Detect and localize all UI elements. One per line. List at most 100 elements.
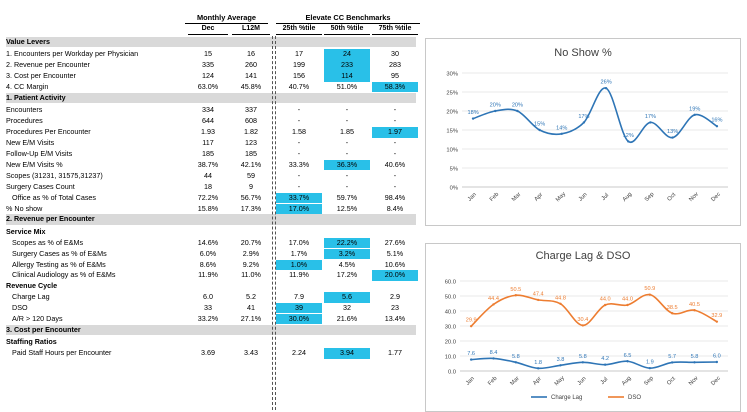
data-label: 30.4 — [577, 317, 588, 323]
cell-p75: 283 — [389, 60, 401, 70]
cell-p50: - — [345, 170, 349, 180]
table-row: Allergy Testing as % of E&Ms 8.6% 9.2% 1.0%… — [6, 259, 416, 270]
cell-p25: 33.7% — [276, 192, 322, 203]
row-label: Surgery Cases Count — [6, 181, 75, 191]
data-label: 16% — [711, 118, 722, 124]
cell-p50: - — [345, 116, 349, 126]
monthly-average-header: Monthly Average — [185, 13, 268, 24]
cell-p25: 11.9% — [289, 270, 309, 280]
row-label: Charge Lag — [12, 292, 50, 302]
data-point — [536, 367, 540, 370]
y-tick-label: 50.0 — [445, 295, 456, 301]
x-tick-label: Jan — [465, 376, 476, 387]
row-label: 4. CC Margin — [6, 82, 49, 92]
data-label: 3.8 — [557, 357, 565, 363]
y-tick-label: 20.0 — [445, 340, 456, 346]
cell-dec: 8.6% — [199, 259, 217, 269]
y-tick-label: 30.0 — [445, 325, 456, 331]
section-header-row: 3. Cost per Encounter — [6, 324, 416, 336]
data-label: 1.9 — [646, 360, 654, 366]
table-row: Charge Lag 6.0 5.2 7.9 5.6 2.9 — [6, 292, 416, 303]
table-row: 4. CC Margin 63.0% 45.8% 40.7% 51.0% 58.3% — [6, 82, 418, 93]
row-label: New E/M Visits — [6, 138, 55, 148]
cell-p75: 58.3% — [372, 82, 418, 93]
cell-l12m: 337 — [245, 105, 257, 115]
cell-p25: 40.7% — [288, 82, 310, 92]
cell-l12m: 141 — [245, 71, 257, 81]
data-label: 8.4 — [490, 350, 498, 356]
x-tick-label: Feb — [487, 376, 498, 387]
data-point — [516, 109, 519, 113]
x-tick-label: Oct — [667, 192, 678, 203]
table-row: New E/M Visits 117 123 - - - — [6, 138, 416, 148]
data-point — [670, 312, 674, 315]
cell-p50: 17.2% — [336, 270, 358, 280]
cell-p25: 33.3% — [288, 159, 310, 169]
cell-p25: 2.24 — [292, 348, 306, 358]
data-label: 20% — [512, 103, 523, 109]
cell-dec: 18 — [204, 181, 212, 191]
data-label: 15% — [534, 122, 545, 128]
cell-p25: 39 — [276, 303, 322, 314]
table-row: DSO 33 41 39 32 23 — [6, 303, 416, 314]
y-tick-label: 15% — [446, 129, 458, 135]
cell-p50: 24 — [324, 49, 370, 60]
x-tick-label: Jul — [601, 193, 610, 202]
cell-p75: 1.97 — [372, 127, 418, 138]
cell-p25: 17.0% — [276, 203, 322, 214]
data-label: 7.6 — [467, 351, 475, 357]
cell-l12m: 59 — [247, 170, 255, 180]
x-tick-label: Oct — [666, 376, 677, 387]
cell-p75: 2.9 — [390, 292, 400, 302]
cell-dec: 335 — [202, 60, 214, 70]
cell-l12m: 56.7% — [240, 192, 262, 202]
col-header-75th: 75th %tile — [372, 24, 418, 35]
cell-l12m: 11.0% — [241, 270, 261, 280]
data-point — [693, 309, 696, 312]
data-point — [715, 360, 719, 364]
cell-dec: 334 — [202, 105, 214, 115]
cell-dec: 14.6% — [197, 237, 219, 247]
row-label: Scopes (31231, 31575,31237) — [6, 170, 103, 180]
cell-p50: 32 — [343, 303, 351, 313]
data-label: 38.5 — [667, 305, 678, 311]
data-point — [492, 303, 495, 306]
data-label: 32.9 — [711, 313, 722, 319]
data-point — [492, 357, 495, 360]
cell-p75: 98.4% — [384, 192, 406, 202]
cell-p75: 95 — [391, 71, 399, 81]
x-tick-label: May — [554, 375, 566, 387]
data-label: 26% — [600, 80, 611, 86]
data-label: 18% — [467, 110, 478, 116]
section-header-row: Value Levers — [6, 37, 416, 48]
section-header-row: 1. Patient Activity — [6, 93, 416, 104]
data-point — [693, 361, 696, 364]
cell-dec: 6.0% — [199, 248, 217, 258]
x-tick-label: Aug — [622, 192, 634, 204]
cell-l12m: 9.2% — [242, 259, 260, 269]
cell-dec: 33.2% — [197, 314, 219, 323]
data-label: 44.8 — [555, 295, 566, 301]
table-row: 2. Revenue per Encounter 335 260 199 233 283 — [6, 60, 416, 71]
table-row: Paid Staff Hours per Encounter 3.69 3.43 2.… — [6, 348, 416, 359]
row-label: Clinical Audiology as % of E&Ms — [12, 270, 116, 280]
x-tick-label: Jul — [600, 377, 609, 386]
cell-l12m: 260 — [245, 60, 257, 70]
x-tick-label: Mar — [509, 376, 520, 387]
data-point — [538, 128, 541, 132]
cell-dec: 644 — [202, 116, 214, 126]
column-divider-left — [272, 36, 273, 410]
section-header-row: 2. Revenue per Encounter — [6, 214, 416, 225]
cell-l12m: 20.7% — [240, 237, 262, 247]
cell-p25: - — [297, 149, 301, 158]
cell-l12m: 123 — [245, 138, 257, 148]
y-tick-label: 40.0 — [445, 310, 456, 316]
data-label: 44.0 — [600, 297, 611, 303]
data-label: 13% — [667, 129, 678, 135]
table-row: A/R > 120 Days 33.2% 27.1% 30.0% 21.6% 13.4% — [6, 314, 416, 325]
x-tick-label: Dec — [710, 375, 722, 387]
row-label: Procedures Per Encounter — [6, 127, 91, 137]
data-point — [582, 121, 586, 124]
cell-l12m: 41 — [247, 303, 255, 313]
legend-label: Charge Lag — [551, 395, 582, 401]
